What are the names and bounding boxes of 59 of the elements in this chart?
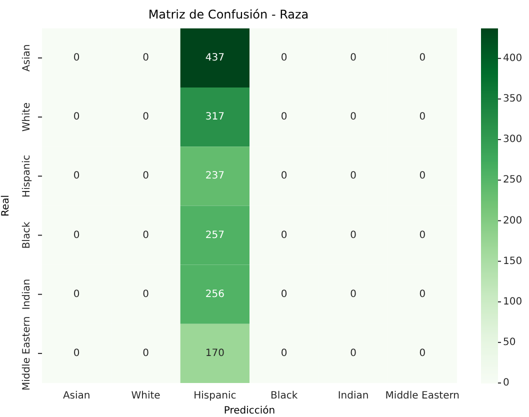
data-label: 0 bbox=[142, 288, 149, 300]
y-axis-title: Real bbox=[0, 194, 12, 216]
x-tick-label: Asian bbox=[62, 390, 90, 402]
data-label: 0 bbox=[350, 52, 356, 64]
color-bar-label: 50 bbox=[503, 337, 516, 348]
color-bar-label: 400 bbox=[503, 53, 522, 64]
data-label: 256 bbox=[205, 288, 224, 300]
x-tick-label: Indian bbox=[338, 390, 369, 402]
data-label: 0 bbox=[142, 112, 149, 123]
data-label: 0 bbox=[142, 52, 149, 64]
chart-title: Matriz de Confusión - Raza bbox=[148, 7, 309, 22]
y-tick-label: Hispanic bbox=[22, 154, 33, 198]
data-label: 0 bbox=[142, 348, 149, 360]
color-bar-label: 350 bbox=[503, 94, 522, 105]
data-label: 0 bbox=[280, 170, 288, 182]
data-label: 0 bbox=[419, 112, 426, 123]
data-label: 0 bbox=[73, 112, 80, 123]
data-label: 0 bbox=[280, 348, 288, 360]
color-bar-label: 150 bbox=[503, 256, 522, 267]
x-axis-title: Predicción bbox=[224, 406, 276, 417]
data-label: 0 bbox=[419, 288, 426, 300]
data-label: 0 bbox=[419, 348, 426, 360]
data-label: 0 bbox=[350, 288, 356, 300]
data-label: 0 bbox=[350, 348, 356, 360]
data-label: 0 bbox=[350, 112, 356, 123]
x-tick-label: White bbox=[131, 390, 160, 402]
y-tick-label: White bbox=[22, 102, 33, 132]
y-tick-label: Black bbox=[22, 222, 33, 249]
data-label: 0 bbox=[73, 170, 80, 182]
data-label: 0 bbox=[142, 170, 149, 182]
data-label: 0 bbox=[73, 288, 80, 300]
data-label: 237 bbox=[205, 170, 224, 182]
data-label: 0 bbox=[419, 230, 426, 241]
color-bar-label: 300 bbox=[503, 134, 522, 146]
data-label: 0 bbox=[280, 112, 288, 123]
data-label: 0 bbox=[280, 230, 288, 241]
x-tick-label: Middle Eastern bbox=[385, 390, 460, 402]
data-label: 0 bbox=[280, 52, 288, 64]
y-tick-label: Asian bbox=[22, 44, 33, 72]
data-label: 0 bbox=[73, 348, 80, 360]
x-tick-label: Black bbox=[270, 390, 298, 402]
data-label: 0 bbox=[280, 288, 288, 300]
color-bar-label: 250 bbox=[503, 174, 522, 186]
data-label: 0 bbox=[350, 230, 356, 241]
data-label: 0 bbox=[419, 52, 426, 64]
y-tick-label: Indian bbox=[22, 278, 33, 310]
data-label: 0 bbox=[142, 230, 149, 241]
data-label: 0 bbox=[73, 52, 80, 64]
data-label: 0 bbox=[350, 170, 356, 182]
data-label: 0 bbox=[419, 170, 426, 182]
color-bar-label: 0 bbox=[503, 378, 510, 389]
data-label: 257 bbox=[205, 230, 224, 241]
data-label: 437 bbox=[205, 52, 224, 64]
color-bar-label: 100 bbox=[503, 296, 522, 308]
data-label: 317 bbox=[205, 112, 224, 123]
x-tick-label: Hispanic bbox=[194, 390, 236, 402]
data-label: 0 bbox=[73, 230, 80, 241]
data-label: 170 bbox=[205, 348, 224, 360]
color-bar-label: 200 bbox=[503, 215, 522, 226]
